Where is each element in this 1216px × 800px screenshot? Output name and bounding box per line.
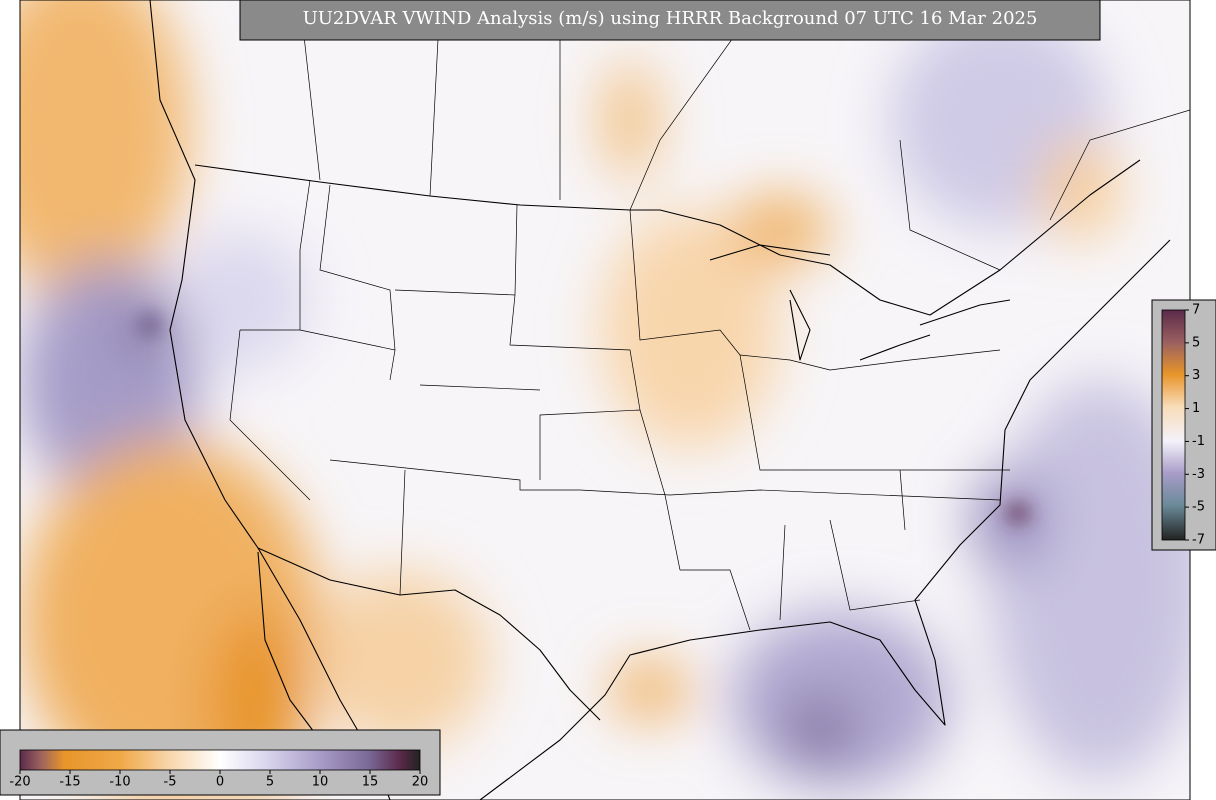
great-lakes bbox=[709, 244, 1011, 361]
right-colorbar: 7 5 3 1 -1 -3 -5 -7 bbox=[1151, 299, 1216, 551]
colorbar bbox=[1161, 309, 1186, 541]
colorbar-tick-label: 5 bbox=[266, 775, 274, 790]
bottom-colorbar: -20 -15 -10 -5 0 5 10 15 20 bbox=[0, 729, 441, 796]
colorbar-tick-label: -15 bbox=[59, 775, 80, 790]
title: UU2DVAR VWIND Analysis (m/s) using HRRR … bbox=[303, 8, 1038, 29]
colorbar-tick-label: 0 bbox=[216, 775, 224, 790]
colorbar-tick-label: -7 bbox=[1192, 533, 1205, 548]
colorbar-tick-label: 1 bbox=[1192, 401, 1200, 416]
colorbar-tick-label: 7 bbox=[1192, 303, 1200, 318]
gulf-coast bbox=[479, 239, 1171, 800]
coastline bbox=[149, 0, 391, 800]
title-box bbox=[239, 0, 1101, 41]
colorbar-tick-label: 3 bbox=[1192, 368, 1200, 383]
colorbar-tick-label: 15 bbox=[362, 775, 379, 790]
colorbar bbox=[19, 749, 421, 771]
colorbar-tick-label: -10 bbox=[109, 775, 130, 790]
colorbar-tick-label: 10 bbox=[312, 775, 329, 790]
colorbar-tick-label: -5 bbox=[1192, 500, 1205, 515]
colorbar-tick-label: 20 bbox=[412, 775, 429, 790]
colorbar-tick-label: -20 bbox=[9, 775, 30, 790]
colorbar-tick-label: 5 bbox=[1192, 335, 1200, 350]
colorbar-tick-label: -3 bbox=[1192, 467, 1205, 482]
colorbar-tick-label: -5 bbox=[164, 775, 177, 790]
canada-provinces bbox=[299, 0, 1190, 271]
canada-border bbox=[194, 159, 1141, 316]
mexico-border bbox=[257, 547, 601, 721]
colorbar-tick-label: -1 bbox=[1192, 434, 1205, 449]
state-lines bbox=[229, 179, 1010, 631]
